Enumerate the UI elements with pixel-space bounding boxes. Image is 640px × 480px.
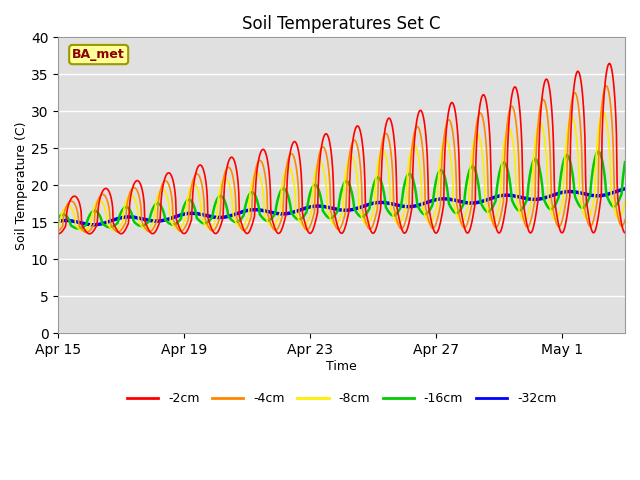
-8cm [75, 226, 83, 231]
-8cm [291, 192, 299, 198]
-2cm [376, 213, 383, 218]
-8cm [600, 108, 607, 114]
-32cm [621, 186, 629, 192]
-32cm [261, 208, 269, 214]
-16cm [188, 199, 196, 205]
-16cm [513, 206, 520, 212]
-4cm [513, 125, 520, 131]
-4cm [376, 155, 384, 160]
-16cm [621, 159, 629, 165]
Text: BA_met: BA_met [72, 48, 125, 61]
-4cm [75, 217, 83, 223]
-16cm [76, 226, 83, 231]
-32cm [188, 210, 196, 216]
-16cm [261, 217, 269, 223]
-4cm [291, 159, 299, 165]
Legend: -2cm, -4cm, -8cm, -16cm, -32cm: -2cm, -4cm, -8cm, -16cm, -32cm [122, 387, 561, 410]
-2cm [75, 198, 83, 204]
-16cm [75, 226, 83, 231]
-32cm [75, 219, 83, 225]
-8cm [621, 198, 629, 204]
-2cm [54, 231, 62, 237]
-16cm [594, 149, 602, 155]
-2cm [605, 60, 613, 66]
-2cm [621, 230, 629, 236]
-2cm [188, 217, 195, 223]
-2cm [291, 139, 298, 144]
-16cm [376, 176, 384, 182]
-32cm [54, 218, 62, 224]
Title: Soil Temperatures Set C: Soil Temperatures Set C [243, 15, 441, 33]
Line: -16cm: -16cm [58, 152, 625, 228]
Line: -8cm: -8cm [58, 111, 625, 231]
-8cm [54, 225, 62, 231]
X-axis label: Time: Time [326, 360, 357, 373]
-4cm [83, 229, 90, 235]
-32cm [376, 200, 384, 205]
-4cm [621, 217, 629, 223]
-4cm [602, 83, 610, 89]
-16cm [291, 215, 299, 220]
-8cm [261, 213, 269, 218]
Line: -4cm: -4cm [58, 86, 625, 232]
Line: -32cm: -32cm [58, 189, 625, 225]
Y-axis label: Soil Temperature (C): Soil Temperature (C) [15, 121, 28, 250]
-16cm [54, 216, 62, 221]
-2cm [512, 85, 520, 91]
-8cm [376, 152, 384, 157]
-32cm [513, 193, 520, 199]
-32cm [90, 222, 97, 228]
-8cm [79, 228, 87, 234]
-8cm [188, 182, 196, 188]
-2cm [260, 147, 268, 153]
-4cm [54, 228, 62, 234]
-4cm [188, 180, 196, 186]
-8cm [513, 197, 520, 203]
-4cm [261, 172, 269, 178]
-32cm [291, 209, 299, 215]
Line: -2cm: -2cm [58, 63, 625, 234]
